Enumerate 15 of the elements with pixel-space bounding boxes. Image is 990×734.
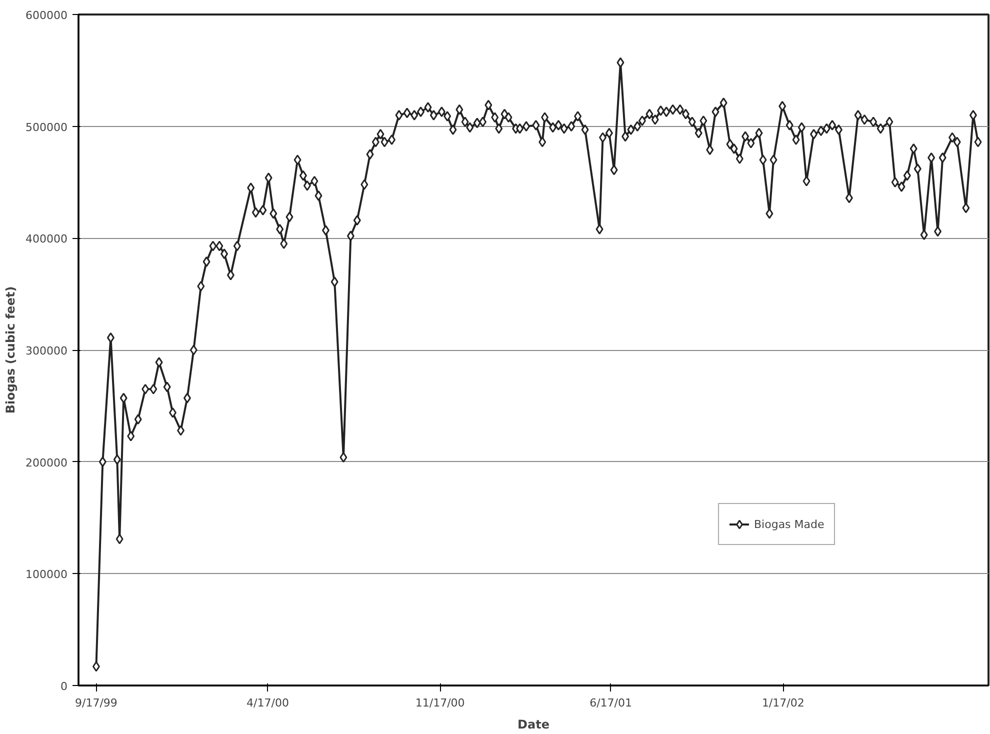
x-axis-title: Date [518,718,550,732]
legend-label: Biogas Made [754,518,824,530]
y-tick-label: 500000 [26,120,68,134]
y-axis-title: Biogas (cubic feet) [4,286,18,414]
y-tick-label: 200000 [26,456,68,470]
y-tick-label: 0 [60,680,68,693]
y-tick-label: 100000 [26,568,68,582]
x-tick-label: 6/17/01 [590,696,632,710]
x-tick-label: 9/17/99 [75,696,118,710]
x-tick-label: 11/17/00 [415,696,465,710]
y-tick-label: 400000 [26,232,68,246]
y-tick-label: 300000 [26,344,68,358]
x-tick-label: 1/17/02 [762,696,804,710]
x-tick-label: 4/17/00 [246,696,289,710]
y-tick-label: 600000 [26,9,68,22]
